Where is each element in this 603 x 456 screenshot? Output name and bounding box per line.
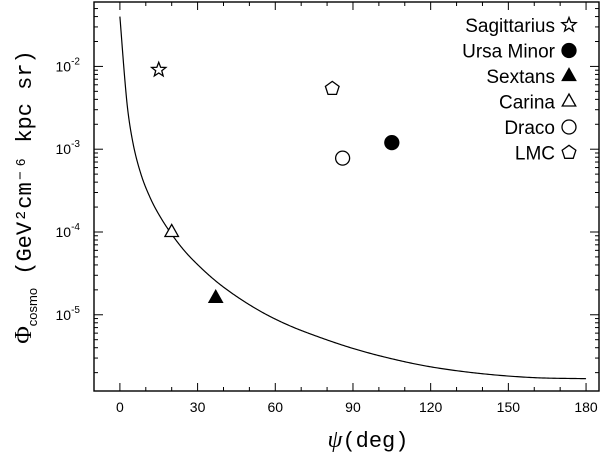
y-tick-label: 10-2 — [56, 56, 81, 74]
data-points — [149, 60, 400, 304]
y-tick-label-base: 10 — [56, 58, 72, 74]
y-tick-label-exponent: -2 — [71, 56, 80, 67]
point-carina — [163, 223, 180, 238]
legend-marker-carina — [561, 92, 577, 107]
x-axis-title-symbol: ψ — [328, 427, 344, 453]
legend-label-draco: Draco — [504, 118, 555, 139]
x-tick-label: 180 — [574, 399, 598, 415]
legend-label-carina: Carina — [499, 93, 555, 114]
x-axis-title-text: (deg) — [342, 429, 408, 454]
point-sextans — [207, 289, 224, 304]
y-axis-title-symbol: Φ — [11, 326, 37, 344]
x-tick-label: 60 — [267, 399, 283, 415]
legend-marker-sagittarius — [560, 15, 578, 33]
y-tick-label-exponent: -3 — [71, 139, 80, 150]
legend-label-sagittarius: Sagittarius — [465, 16, 555, 37]
x-tick-label: 0 — [116, 399, 124, 415]
y-tick-label-base: 10 — [56, 224, 72, 240]
y-tick-label-base: 10 — [56, 141, 72, 157]
x-tick-label: 90 — [345, 399, 361, 415]
plot-frame — [93, 1, 600, 392]
legend-marker-sextans — [561, 67, 577, 82]
y-axis-title-subscript: cosmo — [25, 288, 40, 326]
legend-label-sextans: Sextans — [486, 67, 555, 88]
model-curve — [119, 16, 587, 380]
point-lmc — [324, 80, 340, 96]
plot-area — [93, 1, 600, 392]
y-tick-label-exponent: -5 — [71, 305, 80, 316]
y-tick-label: 10-3 — [56, 139, 81, 157]
y-tick-label: 10-4 — [56, 222, 81, 240]
y-axis: 10-510-410-310-2 — [56, 1, 599, 374]
point-ursa-minor — [384, 134, 400, 151]
point-sagittarius — [149, 60, 168, 78]
legend-marker-lmc — [561, 144, 577, 159]
x-tick-label: 30 — [190, 399, 206, 415]
y-tick-label-base: 10 — [56, 307, 72, 323]
y-tick-label: 10-5 — [56, 305, 81, 323]
x-tick-label: 150 — [497, 399, 521, 415]
point-draco — [334, 150, 351, 166]
legend-marker-ursa-minor — [561, 42, 577, 59]
x-tick-label: 120 — [419, 399, 443, 415]
legend: Sagittarius Ursa Minor Sextans Carina Draco L… — [462, 15, 578, 165]
x-axis: 0 30 60 90 120 150 180 — [116, 2, 598, 415]
y-axis-title-text: (GeV²cm⁻⁶ kpc sr) — [13, 50, 38, 288]
legend-label-lmc: LMC — [515, 144, 555, 165]
legend-marker-draco — [561, 119, 577, 135]
x-axis-title: ψ(deg) — [328, 427, 409, 454]
y-tick-label-exponent: -4 — [71, 222, 80, 233]
y-axis-title: Φcosmo (GeV²cm⁻⁶ kpc sr) — [11, 50, 40, 344]
legend-label-ursa-minor: Ursa Minor — [462, 42, 556, 63]
